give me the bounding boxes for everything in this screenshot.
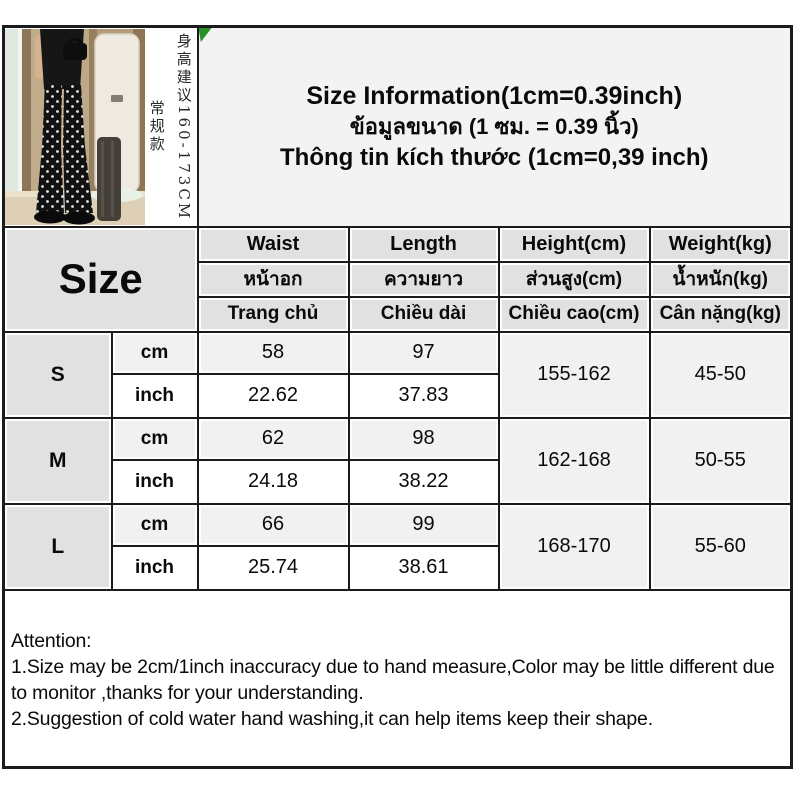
photo-wrap: 常规款 身高建议160-173CM	[5, 28, 196, 225]
table-row: L cm 66 99 168-170 55-60	[2, 502, 793, 591]
photo-notes: 常规款 身高建议160-173CM	[145, 28, 196, 225]
note-height-suggestion: 身高建议160-173CM	[174, 32, 193, 221]
l-weight-range: 55-60	[648, 502, 793, 591]
title-cell: Size Information(1cm=0.39inch) ข้อมูลขนา…	[196, 25, 793, 228]
table-row: inch 22.62 37.83	[4, 372, 792, 419]
table-row: inch 25.74 38.61	[4, 544, 792, 591]
l-length-cm: 99	[347, 502, 500, 547]
l-length-inch: 38.61	[347, 544, 500, 591]
size-chart-page: 常规款 身高建议160-173CM Size Information(1cm=0…	[2, 25, 794, 769]
s-waist-cm: 58	[196, 330, 350, 375]
suitcase	[97, 136, 121, 221]
title-thai: ข้อมูลขนาด (1 ซม. = 0.39 นิ้ว)	[349, 113, 639, 139]
title-vietnamese: Thông tin kích thước (1cm=0,39 inch)	[280, 143, 709, 171]
l-height-range: 168-170	[497, 502, 651, 591]
header-waist-en: Waist	[196, 225, 350, 263]
m-waist-inch: 24.18	[196, 458, 350, 505]
note-regular-style: 常规款	[147, 99, 166, 154]
size-l-label: L	[2, 502, 113, 591]
s-height-range: 155-162	[497, 330, 651, 419]
unit-cm-label: cm	[110, 416, 199, 461]
title-english: Size Information(1cm=0.39inch)	[306, 81, 683, 110]
l-waist-inch: 25.74	[196, 544, 350, 591]
header-weight-en: Weight(kg)	[648, 225, 793, 263]
header-waist-vi: Trang chủ	[196, 295, 350, 333]
unit-cm-label: cm	[110, 502, 199, 547]
unit-inch-label: inch	[110, 458, 199, 505]
attention-notes: Attention: 1.Size may be 2cm/1inch inacc…	[6, 624, 790, 733]
m-length-cm: 98	[347, 416, 500, 461]
header-length-th: ความยาว	[347, 260, 500, 298]
size-s-label: S	[2, 330, 113, 419]
m-weight-range: 50-55	[648, 416, 793, 505]
l-waist-cm: 66	[196, 502, 350, 547]
header-weight-th: น้ำหนัก(kg)	[648, 260, 793, 298]
m-waist-cm: 62	[196, 416, 350, 461]
header-height-vi: Chiều cao(cm)	[497, 295, 651, 333]
header-height-th: ส่วนสูง(cm)	[497, 260, 651, 298]
size-chart-table: 常规款 身高建议160-173CM Size Information(1cm=0…	[2, 25, 794, 769]
product-photo	[5, 28, 145, 225]
header-weight-vi: Cân nặng(kg)	[648, 295, 793, 333]
s-waist-inch: 22.62	[196, 372, 350, 419]
attention-cell: Attention: 1.Size may be 2cm/1inch inacc…	[2, 588, 793, 769]
s-length-cm: 97	[347, 330, 500, 375]
header-waist-th: หน้าอก	[196, 260, 350, 298]
product-photo-cell: 常规款 身高建议160-173CM	[2, 25, 199, 228]
pants-left-leg	[36, 84, 64, 213]
header-length-vi: Chiều dài	[347, 295, 500, 333]
cabinet-label	[111, 94, 123, 102]
unit-cm-label: cm	[110, 330, 199, 375]
m-length-inch: 38.22	[347, 458, 500, 505]
handbag	[63, 42, 87, 60]
s-length-inch: 37.83	[347, 372, 500, 419]
model	[34, 28, 95, 225]
attention-note-2: 2.Suggestion of cold water hand washing,…	[11, 707, 653, 730]
header-height-en: Height(cm)	[497, 225, 651, 263]
s-weight-range: 45-50	[648, 330, 793, 419]
table-row: inch 24.18 38.22	[4, 458, 792, 505]
attention-title: Attention:	[11, 629, 92, 652]
size-m-label: M	[2, 416, 113, 505]
table-row: S cm 58 97 155-162 45-50	[2, 330, 793, 419]
size-header: Size	[2, 225, 199, 333]
left-shoe	[34, 210, 66, 224]
right-shoe	[63, 211, 95, 225]
header-length-en: Length	[347, 225, 500, 263]
attention-note-1: 1.Size may be 2cm/1inch inaccuracy due t…	[11, 655, 775, 704]
green-corner-flag-icon	[199, 28, 212, 42]
unit-inch-label: inch	[110, 544, 199, 591]
table-row: M cm 62 98 162-168 50-55	[2, 416, 793, 505]
unit-inch-label: inch	[110, 372, 199, 419]
pants-right-leg	[63, 84, 93, 213]
m-height-range: 162-168	[497, 416, 651, 505]
